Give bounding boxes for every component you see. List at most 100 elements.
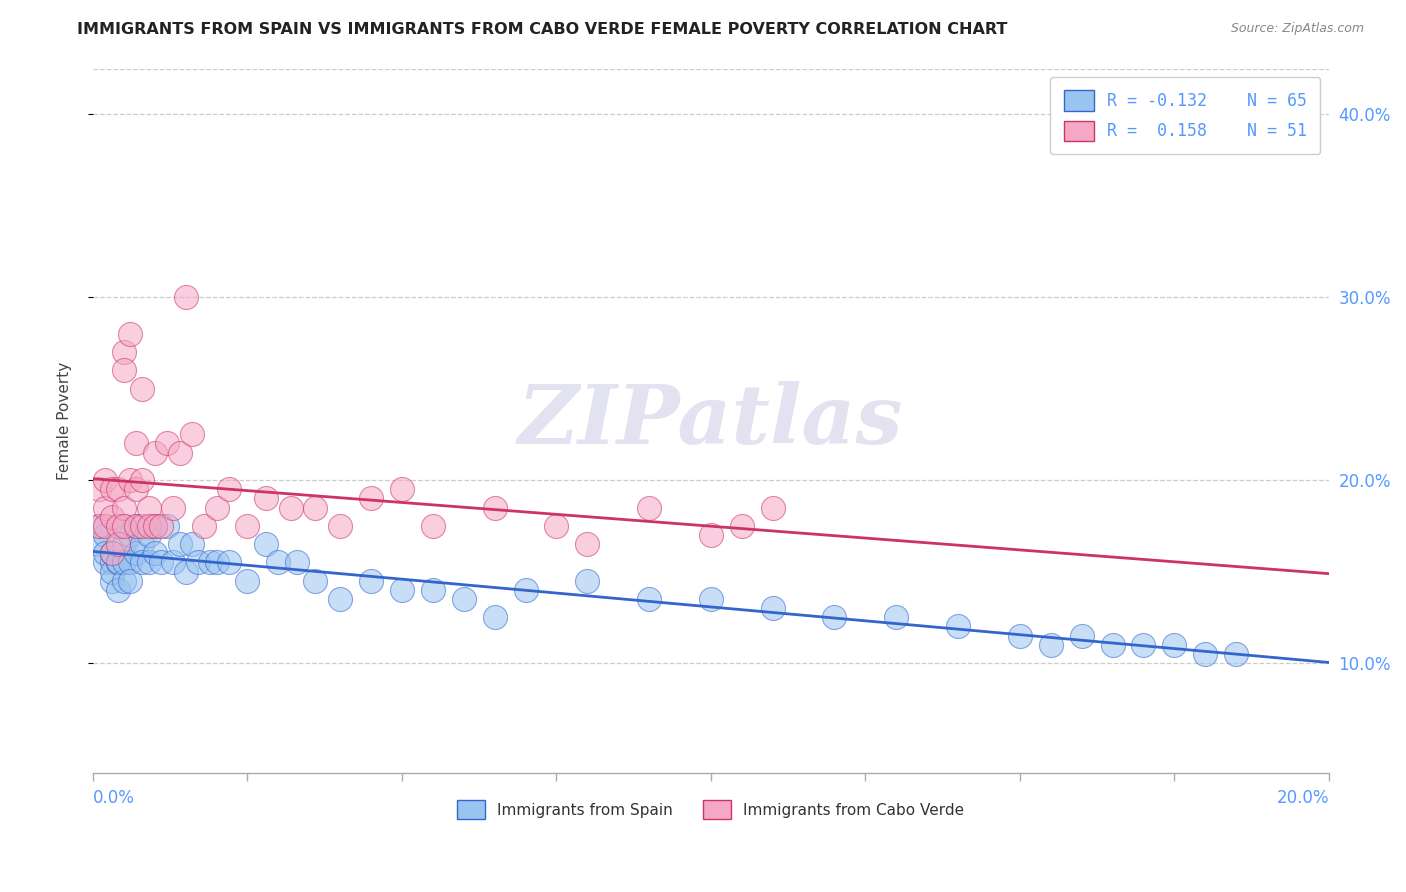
- Y-axis label: Female Poverty: Female Poverty: [58, 361, 72, 480]
- Point: [125, 546, 148, 560]
- Point: [138, 500, 160, 515]
- Point: [138, 555, 160, 569]
- Point: [125, 518, 148, 533]
- Point: [638, 500, 661, 515]
- Point: [100, 546, 122, 560]
- Point: [1008, 629, 1031, 643]
- Point: [112, 555, 135, 569]
- Point: [131, 518, 153, 533]
- Point: [329, 518, 352, 533]
- Point: [762, 601, 785, 615]
- Point: [120, 473, 142, 487]
- Point: [187, 555, 209, 569]
- Point: [100, 555, 122, 569]
- Point: [180, 427, 202, 442]
- Point: [169, 445, 191, 459]
- Point: [360, 574, 382, 588]
- Point: [304, 574, 326, 588]
- Point: [453, 591, 475, 606]
- Point: [94, 555, 117, 569]
- Point: [205, 500, 228, 515]
- Point: [100, 574, 122, 588]
- Point: [236, 518, 259, 533]
- Point: [125, 436, 148, 450]
- Point: [100, 546, 122, 560]
- Point: [107, 555, 129, 569]
- Point: [100, 565, 122, 579]
- Point: [200, 555, 222, 569]
- Point: [391, 482, 413, 496]
- Point: [107, 537, 129, 551]
- Point: [143, 445, 166, 459]
- Point: [762, 500, 785, 515]
- Text: IMMIGRANTS FROM SPAIN VS IMMIGRANTS FROM CABO VERDE FEMALE POVERTY CORRELATION C: IMMIGRANTS FROM SPAIN VS IMMIGRANTS FROM…: [77, 22, 1008, 37]
- Point: [576, 537, 599, 551]
- Point: [125, 482, 148, 496]
- Point: [391, 582, 413, 597]
- Point: [267, 555, 290, 569]
- Point: [94, 500, 117, 515]
- Point: [107, 555, 129, 569]
- Point: [824, 610, 846, 624]
- Point: [174, 565, 197, 579]
- Point: [285, 555, 308, 569]
- Point: [576, 574, 599, 588]
- Point: [731, 518, 754, 533]
- Point: [1039, 638, 1062, 652]
- Point: [107, 582, 129, 597]
- Point: [236, 574, 259, 588]
- Point: [125, 518, 148, 533]
- Point: [700, 528, 723, 542]
- Point: [120, 574, 142, 588]
- Point: [138, 518, 160, 533]
- Point: [138, 528, 160, 542]
- Point: [329, 591, 352, 606]
- Point: [946, 619, 969, 633]
- Text: ZIPatlas: ZIPatlas: [519, 381, 904, 460]
- Point: [169, 537, 191, 551]
- Point: [112, 363, 135, 377]
- Point: [1194, 647, 1216, 661]
- Point: [1163, 638, 1185, 652]
- Point: [100, 509, 122, 524]
- Point: [149, 555, 172, 569]
- Point: [131, 382, 153, 396]
- Point: [162, 500, 184, 515]
- Point: [1070, 629, 1092, 643]
- Point: [484, 500, 506, 515]
- Point: [254, 537, 277, 551]
- Point: [107, 518, 129, 533]
- Point: [94, 528, 117, 542]
- Point: [884, 610, 907, 624]
- Point: [94, 473, 117, 487]
- Point: [422, 582, 444, 597]
- Point: [1132, 638, 1154, 652]
- Point: [120, 555, 142, 569]
- Point: [205, 555, 228, 569]
- Point: [131, 473, 153, 487]
- Point: [89, 482, 111, 496]
- Point: [112, 537, 135, 551]
- Text: 0.0%: 0.0%: [93, 789, 135, 807]
- Point: [280, 500, 302, 515]
- Point: [131, 555, 153, 569]
- Point: [89, 537, 111, 551]
- Text: 20.0%: 20.0%: [1277, 789, 1329, 807]
- Point: [174, 290, 197, 304]
- Point: [1225, 647, 1247, 661]
- Legend: Immigrants from Spain, Immigrants from Cabo Verde: Immigrants from Spain, Immigrants from C…: [451, 794, 970, 825]
- Point: [422, 518, 444, 533]
- Point: [120, 326, 142, 341]
- Point: [156, 518, 179, 533]
- Point: [107, 482, 129, 496]
- Point: [143, 518, 166, 533]
- Point: [112, 574, 135, 588]
- Point: [156, 436, 179, 450]
- Point: [120, 528, 142, 542]
- Point: [131, 537, 153, 551]
- Point: [638, 591, 661, 606]
- Point: [193, 518, 215, 533]
- Point: [515, 582, 537, 597]
- Point: [360, 491, 382, 506]
- Text: Source: ZipAtlas.com: Source: ZipAtlas.com: [1230, 22, 1364, 36]
